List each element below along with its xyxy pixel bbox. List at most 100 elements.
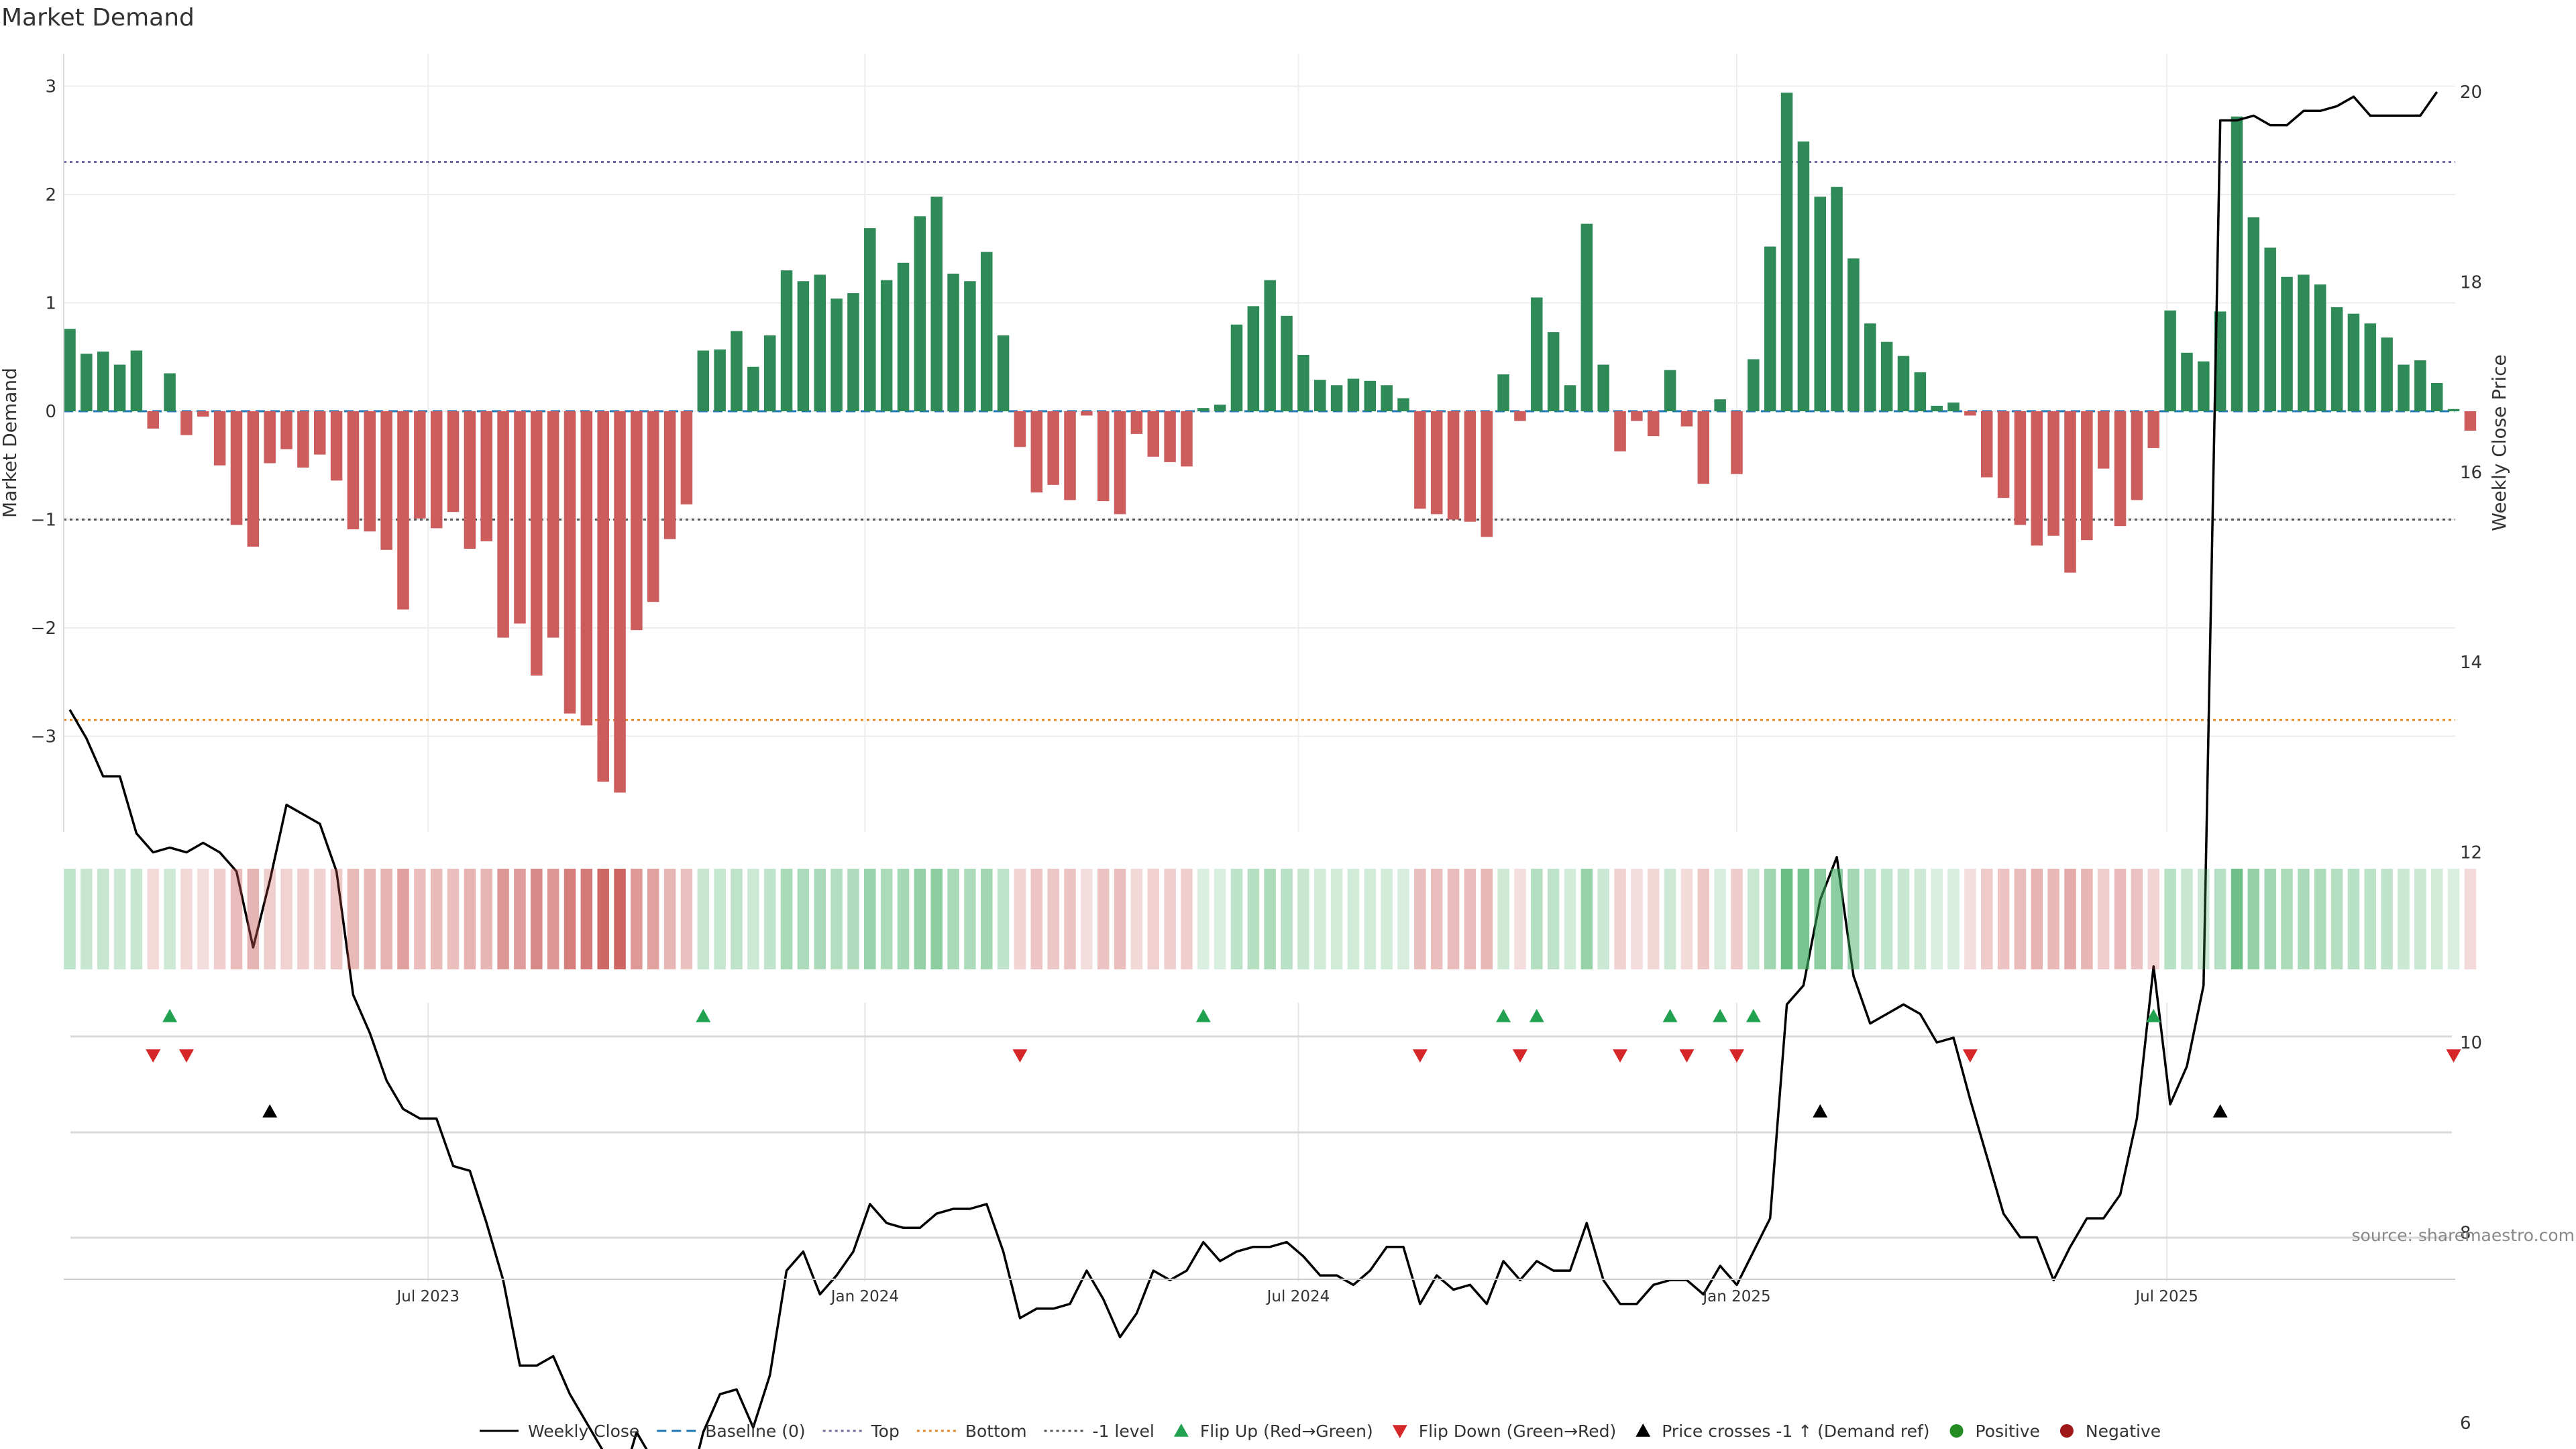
flip-down-marker [1613, 1049, 1628, 1063]
heat-cell [1597, 869, 1609, 969]
heat-cell [2447, 869, 2460, 969]
demand-bar [2198, 361, 2210, 411]
heat-cell [2114, 869, 2127, 969]
heat-cell [1764, 869, 1776, 969]
flip-down-marker [1729, 1049, 1744, 1063]
heat-cell [213, 869, 226, 969]
flip-down-marker [1012, 1049, 1028, 1063]
legend-label: Weekly Close [528, 1421, 639, 1441]
flip-down-marker [178, 1049, 194, 1063]
heat-cell [314, 869, 326, 969]
demand-bar [2381, 337, 2393, 411]
demand-bar [1714, 399, 1726, 411]
heat-cell [380, 869, 392, 969]
demand-bar [2447, 409, 2460, 411]
demand-bar [1664, 370, 1676, 411]
heat-cell [97, 869, 109, 969]
demand-bar [2164, 310, 2176, 411]
flip-up-marker [1496, 1009, 1511, 1022]
heat-cell [1580, 869, 1593, 969]
demand-bar [1314, 380, 1326, 411]
heat-cell [113, 869, 126, 969]
demand-bar [2031, 411, 2043, 546]
demand-bar [1981, 411, 1993, 478]
heat-cell [2147, 869, 2159, 969]
heat-cell [2097, 869, 2110, 969]
heat-cell [714, 869, 726, 969]
heat-cell [1097, 869, 1110, 969]
demand-bar [280, 411, 292, 449]
heat-cell [2298, 869, 2310, 969]
demand-bar [1230, 324, 1243, 411]
demand-bar [497, 411, 509, 638]
demand-bar [447, 411, 460, 513]
heat-cell [830, 869, 843, 969]
heat-cell [2264, 869, 2276, 969]
heat-cell [930, 869, 943, 969]
heat-cell [1731, 869, 1743, 969]
demand-bar [1214, 405, 1226, 411]
heat-cell [1964, 869, 1976, 969]
heat-cell [280, 869, 292, 969]
heat-cell [2364, 869, 2377, 969]
x-tick-label: Jan 2024 [830, 1288, 899, 1305]
right-tick-label: 6 [2460, 1413, 2471, 1434]
heat-cell [1381, 869, 1393, 969]
demand-bar [1264, 280, 1276, 411]
heat-cell [914, 869, 926, 969]
demand-bar [2114, 411, 2127, 527]
legend-label: Bottom [965, 1421, 1027, 1441]
demand-bar [814, 274, 826, 411]
price-cross-marker [2212, 1104, 2228, 1118]
demand-bar [2047, 411, 2059, 536]
right-tick-label: 8 [2460, 1223, 2471, 1243]
demand-bar [2464, 411, 2477, 431]
demand-bar [1614, 411, 1626, 451]
demand-bar [1731, 411, 1743, 474]
heat-cell [1314, 869, 1326, 969]
demand-bar [714, 349, 726, 411]
demand-bar [297, 411, 309, 468]
legend-label: Top [871, 1421, 900, 1441]
demand-bar [1347, 378, 1360, 411]
demand-bar [1547, 332, 1560, 411]
heat-cell [1397, 869, 1409, 969]
heat-cell [1497, 869, 1509, 969]
demand-bar [64, 329, 76, 411]
left-tick-label: −1 [31, 511, 56, 531]
demand-bar [1247, 306, 1260, 411]
heat-cell [864, 869, 876, 969]
heat-cell [2430, 869, 2443, 969]
heat-cell [981, 869, 993, 969]
heat-cell [1130, 869, 1143, 969]
heat-cell [1880, 869, 1893, 969]
heat-cell [880, 869, 893, 969]
demand-bar [213, 411, 226, 466]
heat-cell [564, 869, 576, 969]
grid-lines [64, 54, 2455, 1281]
right-tick-label: 20 [2460, 83, 2482, 103]
heat-cell [1481, 869, 1493, 969]
heat-cell [847, 869, 859, 969]
heat-cell [147, 869, 159, 969]
flip-up-marker [1195, 1009, 1211, 1022]
right-tick-label: 14 [2460, 653, 2482, 673]
demand-bar [2330, 307, 2343, 411]
demand-bar [1381, 385, 1393, 411]
right-tick-label: 18 [2460, 272, 2482, 292]
heat-cell [1014, 869, 1026, 969]
heat-cell [1831, 869, 1843, 969]
demand-bar [1430, 411, 1443, 515]
heat-cell [2198, 869, 2210, 969]
heat-cell [814, 869, 826, 969]
heat-cell [2031, 869, 2043, 969]
demand-bar [2181, 352, 2193, 411]
flip-up-marker [2146, 1009, 2161, 1022]
demand-bar [1414, 411, 1426, 509]
demand-bar [464, 411, 476, 549]
demand-bar [797, 281, 810, 411]
heat-cell [1297, 869, 1309, 969]
demand-bars [64, 93, 2477, 793]
left-tick-label: 2 [45, 185, 56, 205]
